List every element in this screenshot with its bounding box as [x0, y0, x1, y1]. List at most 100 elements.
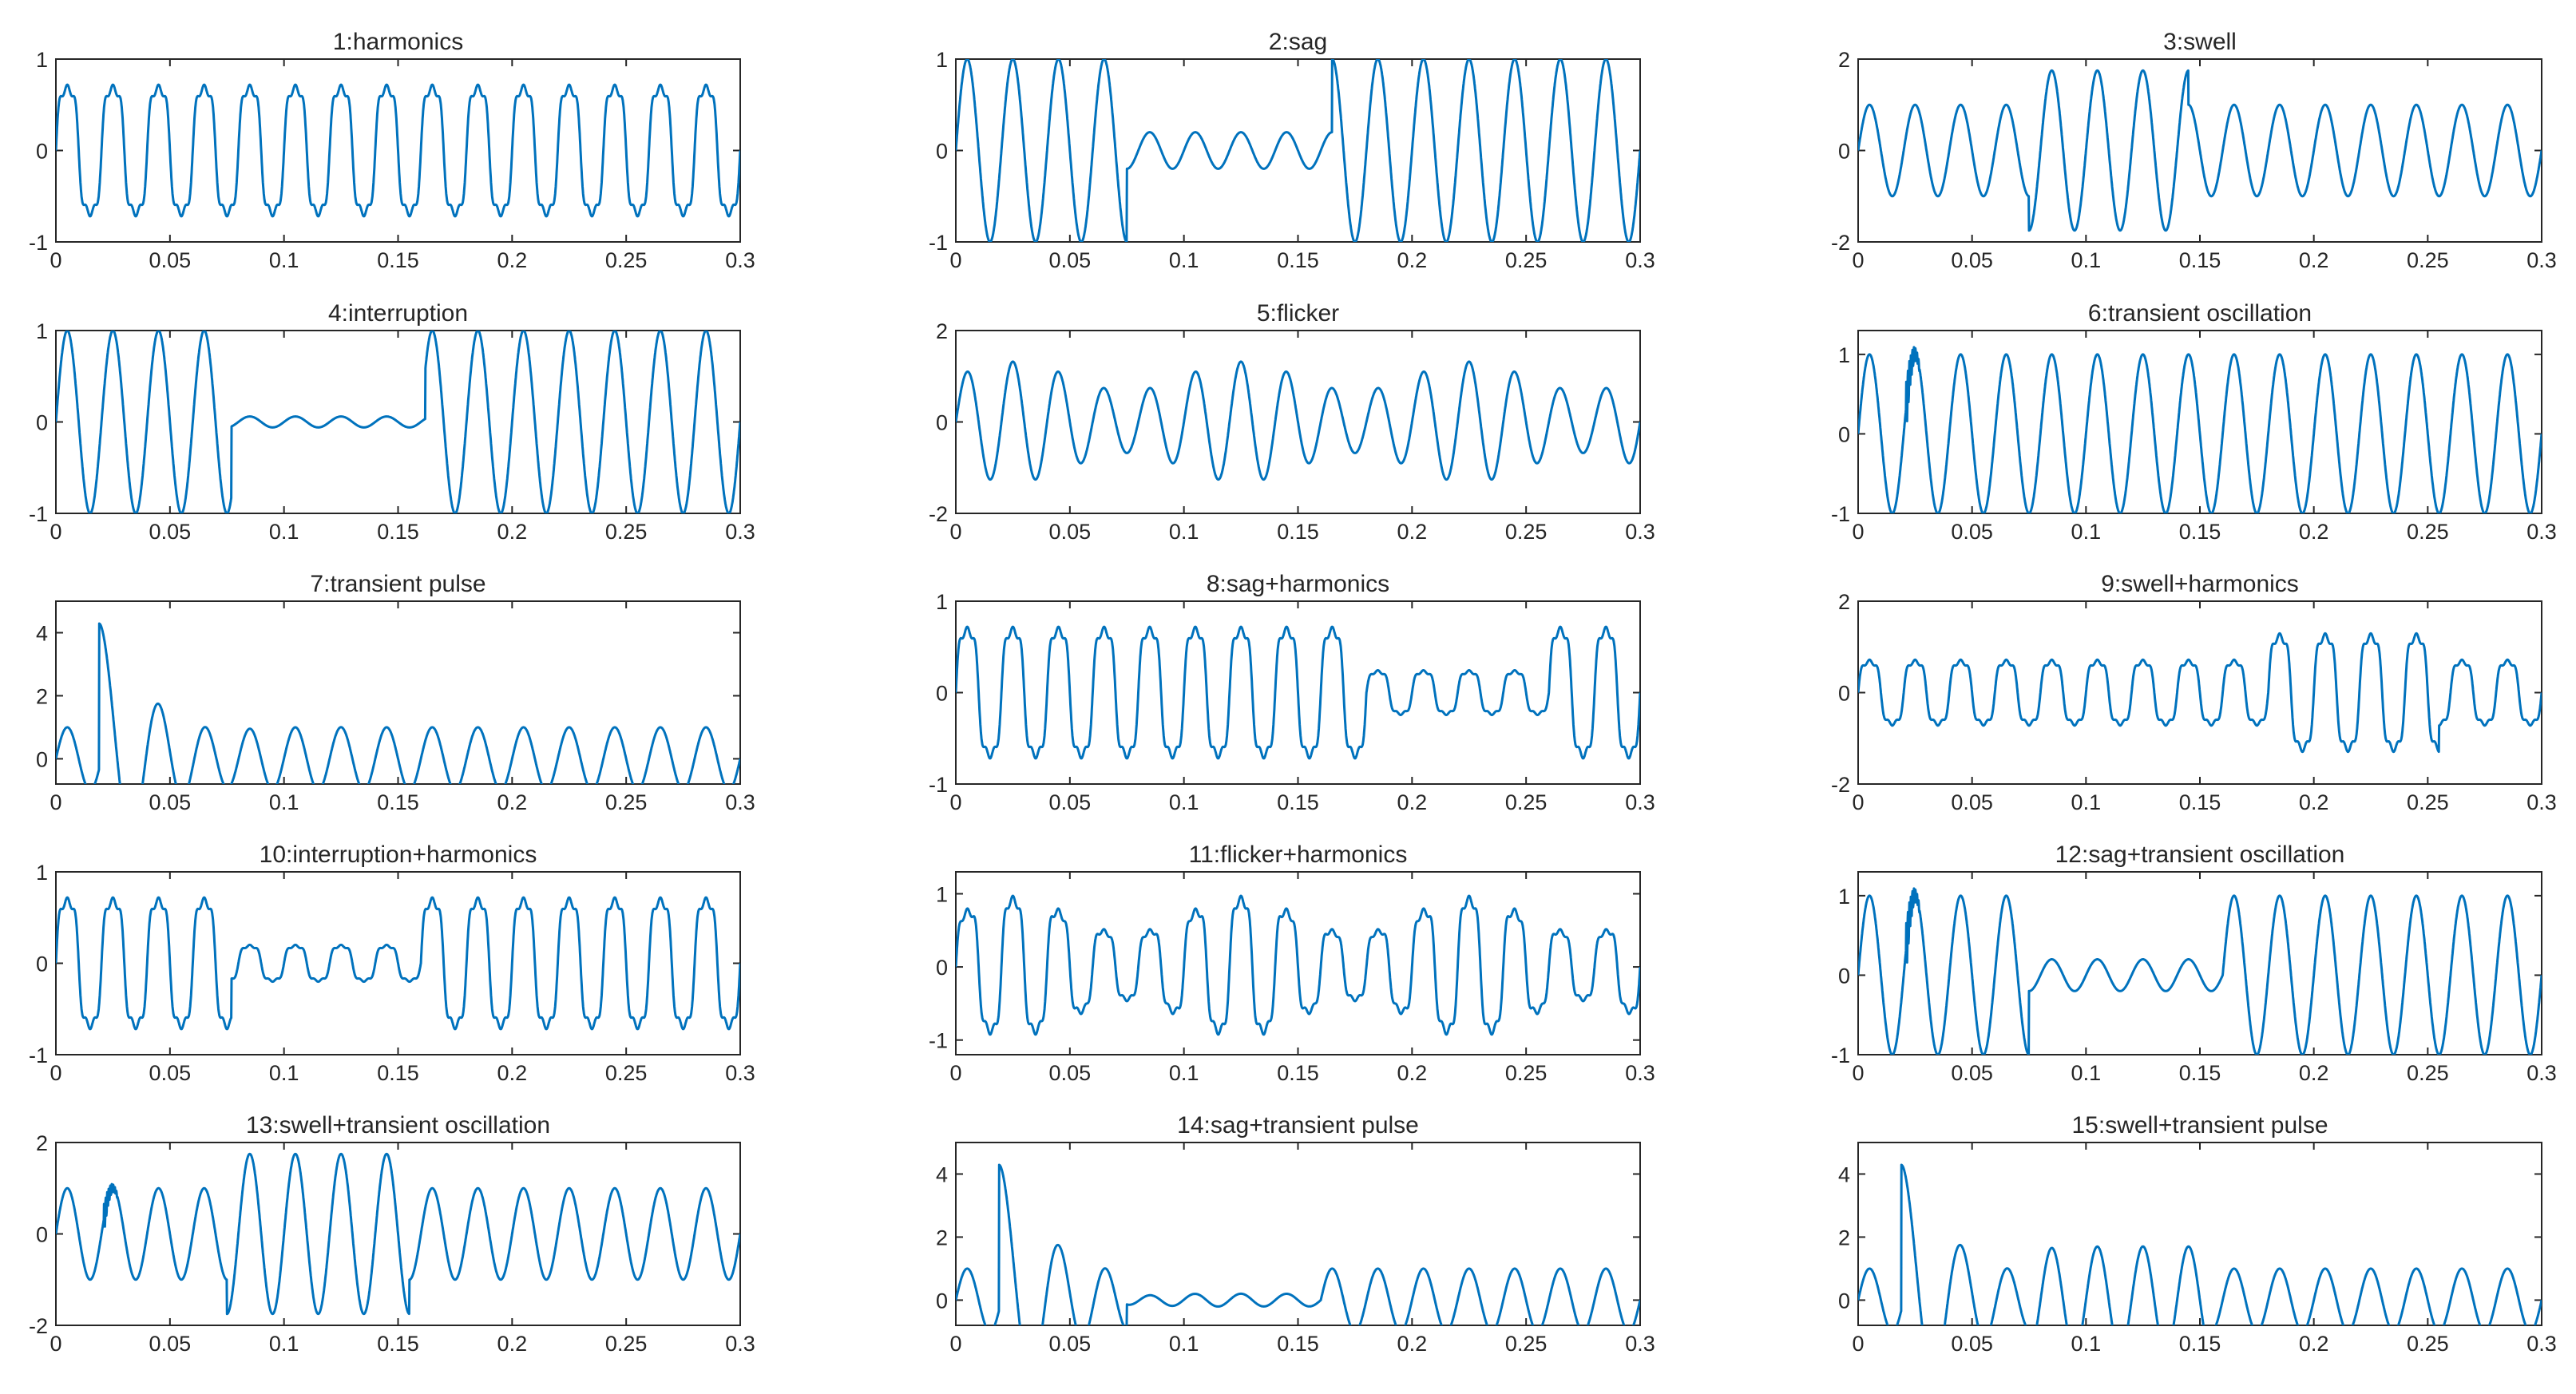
- x-tick-label: 0.05: [1049, 1061, 1092, 1085]
- x-tick-label: 0.3: [725, 1332, 755, 1356]
- subplot-title: 3:swell: [2163, 29, 2237, 55]
- subplot-title: 15:swell+transient pulse: [2071, 1112, 2328, 1139]
- x-tick-label: 0.05: [1951, 1332, 1993, 1356]
- x-tick-label: 0.2: [2299, 1061, 2329, 1085]
- y-tick-label: 0: [1838, 964, 1850, 988]
- x-tick-label: 0.1: [2071, 248, 2102, 272]
- x-tick-label: 0.1: [1169, 790, 1199, 814]
- x-tick-label: 0.25: [2407, 1332, 2449, 1356]
- x-tick-label: 0.25: [2407, 248, 2449, 272]
- y-tick-label: 0: [36, 411, 48, 435]
- subplot-title: 7:transient pulse: [310, 571, 485, 597]
- x-tick-label: 0.15: [2179, 790, 2221, 814]
- subplot-title: 6:transient oscillation: [2088, 300, 2312, 327]
- x-tick-label: 0: [949, 1332, 961, 1356]
- x-tick-label: 0.1: [269, 248, 299, 272]
- x-tick-label: 0.25: [605, 248, 648, 272]
- x-tick-label: 0.3: [1625, 790, 1655, 814]
- x-tick-label: 0.3: [2526, 790, 2557, 814]
- x-tick-label: 0.15: [2179, 1061, 2221, 1085]
- x-tick-label: 0: [949, 248, 961, 272]
- plot-frame: [1857, 871, 2542, 1055]
- y-tick-label: 0: [936, 411, 948, 435]
- y-tick-label: 0: [936, 682, 948, 706]
- signal-line: [1858, 632, 2542, 754]
- y-tick-label: 1: [936, 882, 948, 906]
- x-tick-label: 0.3: [725, 790, 755, 814]
- subplot-7: 7:transient pulse 0 0.05 0.1 0.15 0.2 0.25 0.3 0…: [36, 571, 755, 814]
- signal-line: [56, 896, 740, 1031]
- x-tick-label: 0.2: [497, 520, 528, 544]
- y-tick-label: -1: [29, 1044, 48, 1067]
- x-tick-label: 0.2: [2299, 520, 2329, 544]
- y-tick-label: 2: [1838, 590, 1850, 614]
- y-tick-label: 0: [936, 1289, 948, 1313]
- y-tick-label: 0: [36, 952, 48, 976]
- x-tick-label: 0.05: [149, 1061, 192, 1085]
- signal-line: [56, 83, 740, 218]
- x-tick-label: 0.05: [1049, 790, 1092, 814]
- x-tick-label: 0.05: [1049, 248, 1092, 272]
- plot-frame: [955, 1142, 1641, 1326]
- x-tick-label: 0: [1852, 520, 1864, 544]
- signal-line: [956, 625, 1640, 760]
- x-tick-label: 0.05: [1951, 248, 1993, 272]
- x-tick-label: 0.2: [497, 1332, 528, 1356]
- x-tick-label: 0.1: [269, 790, 299, 814]
- x-tick-label: 0.2: [497, 1061, 528, 1085]
- x-tick-label: 0.05: [1951, 790, 1993, 814]
- x-tick-label: 0.1: [2071, 790, 2102, 814]
- x-tick-label: 0.3: [1625, 1061, 1655, 1085]
- y-tick-label: 1: [36, 48, 48, 72]
- x-tick-label: 0.3: [725, 520, 755, 544]
- signal-line: [56, 331, 740, 513]
- x-tick-label: 0.1: [1169, 1332, 1199, 1356]
- x-tick-label: 0.15: [1277, 1061, 1319, 1085]
- x-tick-label: 0.1: [1169, 520, 1199, 544]
- y-tick-label: 1: [1838, 885, 1850, 909]
- x-tick-label: 0.15: [2179, 520, 2221, 544]
- x-tick-label: 0: [949, 1061, 961, 1085]
- x-tick-label: 0.3: [725, 248, 755, 272]
- x-tick-label: 0.15: [2179, 1332, 2221, 1356]
- x-tick-label: 0.1: [269, 1061, 299, 1085]
- x-tick-label: 0.1: [2071, 1061, 2102, 1085]
- x-tick-label: 0.05: [149, 520, 192, 544]
- x-tick-label: 0: [1852, 790, 1864, 814]
- y-tick-label: 1: [36, 319, 48, 343]
- x-tick-label: 0.3: [2526, 520, 2557, 544]
- y-tick-label: 2: [36, 684, 48, 708]
- x-tick-label: 0.25: [1505, 520, 1548, 544]
- y-tick-label: 2: [1838, 1226, 1850, 1249]
- x-tick-label: 0: [1852, 248, 1864, 272]
- subplot-title: 11:flicker+harmonics: [1189, 842, 1408, 868]
- y-tick-label: 4: [1838, 1162, 1850, 1186]
- x-tick-label: 0.25: [605, 1061, 648, 1085]
- y-tick-label: 0: [36, 1223, 48, 1247]
- y-tick-label: 0: [1838, 682, 1850, 706]
- subplot-title: 5:flicker: [1257, 300, 1339, 327]
- y-tick-label: 0: [936, 956, 948, 980]
- x-tick-label: 0: [50, 520, 61, 544]
- subplot-title: 12:sag+transient oscillation: [2055, 842, 2345, 868]
- y-tick-label: -1: [929, 773, 948, 797]
- x-tick-label: 0.25: [2407, 520, 2449, 544]
- x-tick-label: 0.2: [2299, 1332, 2329, 1356]
- x-tick-label: 0.15: [1277, 1332, 1319, 1356]
- y-tick-label: 2: [1838, 48, 1850, 72]
- x-tick-label: 0.15: [377, 520, 419, 544]
- x-tick-label: 0.05: [149, 248, 192, 272]
- y-tick-label: -2: [29, 1314, 48, 1338]
- x-tick-label: 0.05: [149, 790, 192, 814]
- subplot-title: 13:swell+transient oscillation: [246, 1112, 550, 1139]
- signal-line: [956, 360, 1640, 481]
- y-tick-label: 4: [36, 621, 48, 645]
- x-tick-label: 0: [949, 520, 961, 544]
- x-tick-label: 0.05: [1951, 1061, 1993, 1085]
- x-tick-label: 0.15: [377, 790, 419, 814]
